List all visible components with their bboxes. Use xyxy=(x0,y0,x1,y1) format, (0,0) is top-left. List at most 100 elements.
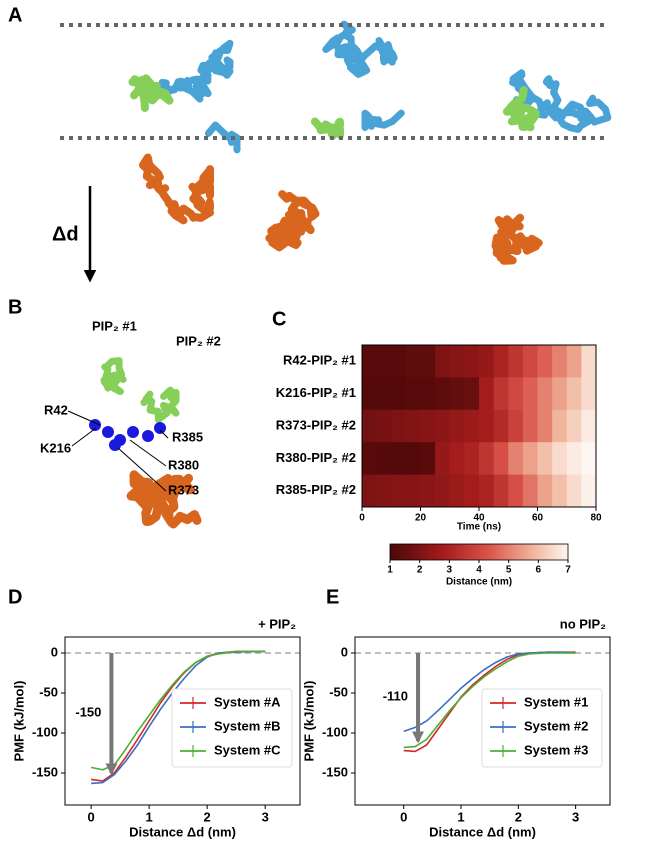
y-axis-label: PMF (kJ/mol) xyxy=(301,681,316,762)
annotation-label: -110 xyxy=(383,688,408,703)
heat-cell xyxy=(522,409,538,443)
heat-cell xyxy=(479,442,495,476)
plot-frame xyxy=(354,636,611,806)
heat-cell xyxy=(493,442,509,476)
x-tick-label: 3 xyxy=(572,809,579,824)
heat-cell xyxy=(522,442,538,476)
heat-cell xyxy=(508,409,524,443)
heat-cell xyxy=(420,345,436,378)
colorbar-tick-label: 7 xyxy=(565,565,571,576)
x-tick-label: 2 xyxy=(204,809,211,824)
heat-cell xyxy=(508,345,524,378)
heat-cell xyxy=(376,442,392,476)
colorbar-tick-label: 2 xyxy=(417,565,423,576)
heat-cell xyxy=(464,345,480,378)
heat-cell xyxy=(405,377,421,411)
protein-chain xyxy=(128,74,174,112)
y-tick-label: -50 xyxy=(39,684,58,699)
panel-label: C xyxy=(272,308,286,330)
chart-title: + PIP₂ xyxy=(258,616,296,631)
heat-cell xyxy=(581,345,597,378)
heat-cell xyxy=(493,409,509,443)
colorbar-tick-label: 5 xyxy=(506,565,512,576)
x-tick-label: 0 xyxy=(87,809,94,824)
heat-cell xyxy=(464,442,480,476)
heat-cell xyxy=(405,474,421,508)
heat-cell xyxy=(566,409,582,443)
panel-label: E xyxy=(326,586,339,608)
y-tick-label: 0 xyxy=(51,644,58,659)
x-tick-label: 40 xyxy=(473,513,485,524)
residue-label: R385 xyxy=(172,429,203,444)
heat-cell xyxy=(537,409,553,443)
heat-cell xyxy=(479,409,495,443)
protein-chain xyxy=(265,190,320,252)
legend-label: System #1 xyxy=(524,694,588,709)
residue-label: R42 xyxy=(44,402,68,417)
heat-cell xyxy=(362,442,378,476)
row-label: R42-PIP₂ #1 xyxy=(283,353,356,368)
heat-cell xyxy=(479,474,495,508)
heat-cell xyxy=(376,409,392,443)
panel-label: B xyxy=(8,296,22,318)
residue-pointer xyxy=(159,429,169,439)
protein-chain xyxy=(577,94,612,126)
heat-cell xyxy=(581,442,597,476)
series-line xyxy=(90,650,266,771)
heat-cell xyxy=(566,442,582,476)
residue-label: K216 xyxy=(40,440,71,455)
heat-cell xyxy=(405,442,421,476)
protein-chain xyxy=(139,153,214,225)
heat-cell xyxy=(552,474,568,508)
heat-cell xyxy=(435,345,451,378)
heat-cell xyxy=(537,442,553,476)
residue-pointer xyxy=(67,410,101,426)
heat-cell xyxy=(552,377,568,411)
residue-sphere xyxy=(102,426,114,438)
x-axis-label: Distance Δd (nm) xyxy=(129,824,236,839)
x-tick-label: 0 xyxy=(359,513,365,524)
heat-cell xyxy=(391,474,407,508)
protein-chain xyxy=(204,121,241,154)
colorbar-tick-label: 3 xyxy=(447,565,453,576)
heat-cell xyxy=(464,409,480,443)
lipid-label: PIP₂ #2 xyxy=(176,333,221,348)
heat-cell xyxy=(376,345,392,378)
heat-cell xyxy=(435,409,451,443)
heat-cell xyxy=(362,377,378,411)
protein-chain xyxy=(502,86,540,132)
y-axis-label: PMF (kJ/mol) xyxy=(11,681,26,762)
heat-cell xyxy=(376,474,392,508)
heat-cell xyxy=(391,345,407,378)
protein-chain xyxy=(322,20,398,78)
heat-cell xyxy=(552,409,568,443)
heat-cell xyxy=(552,345,568,378)
molecule-layer xyxy=(67,20,612,529)
heat-cell xyxy=(405,345,421,378)
protein-chain xyxy=(158,39,234,103)
heat-cell xyxy=(391,409,407,443)
row-label: R373-PIP₂ #2 xyxy=(276,417,356,432)
protein-chain xyxy=(361,109,405,131)
residue-sphere xyxy=(127,426,139,438)
residue-sphere xyxy=(154,422,166,434)
heat-cell xyxy=(449,409,465,443)
heat-cell xyxy=(566,377,582,411)
y-tick-label: -100 xyxy=(32,724,58,739)
heat-cell xyxy=(508,474,524,508)
heat-cell xyxy=(566,474,582,508)
heat-cell xyxy=(537,377,553,411)
heat-cell xyxy=(435,442,451,476)
heat-cell xyxy=(566,345,582,378)
x-tick-label: 60 xyxy=(532,513,544,524)
x-tick-label: 0 xyxy=(400,809,407,824)
heat-cell xyxy=(420,409,436,443)
x-tick-label: 1 xyxy=(457,809,464,824)
plot-frame xyxy=(64,636,301,806)
y-tick-label: -100 xyxy=(322,724,348,739)
series-line xyxy=(403,652,576,749)
heat-cell xyxy=(508,442,524,476)
heat-cell xyxy=(449,442,465,476)
heat-cell xyxy=(479,345,495,378)
